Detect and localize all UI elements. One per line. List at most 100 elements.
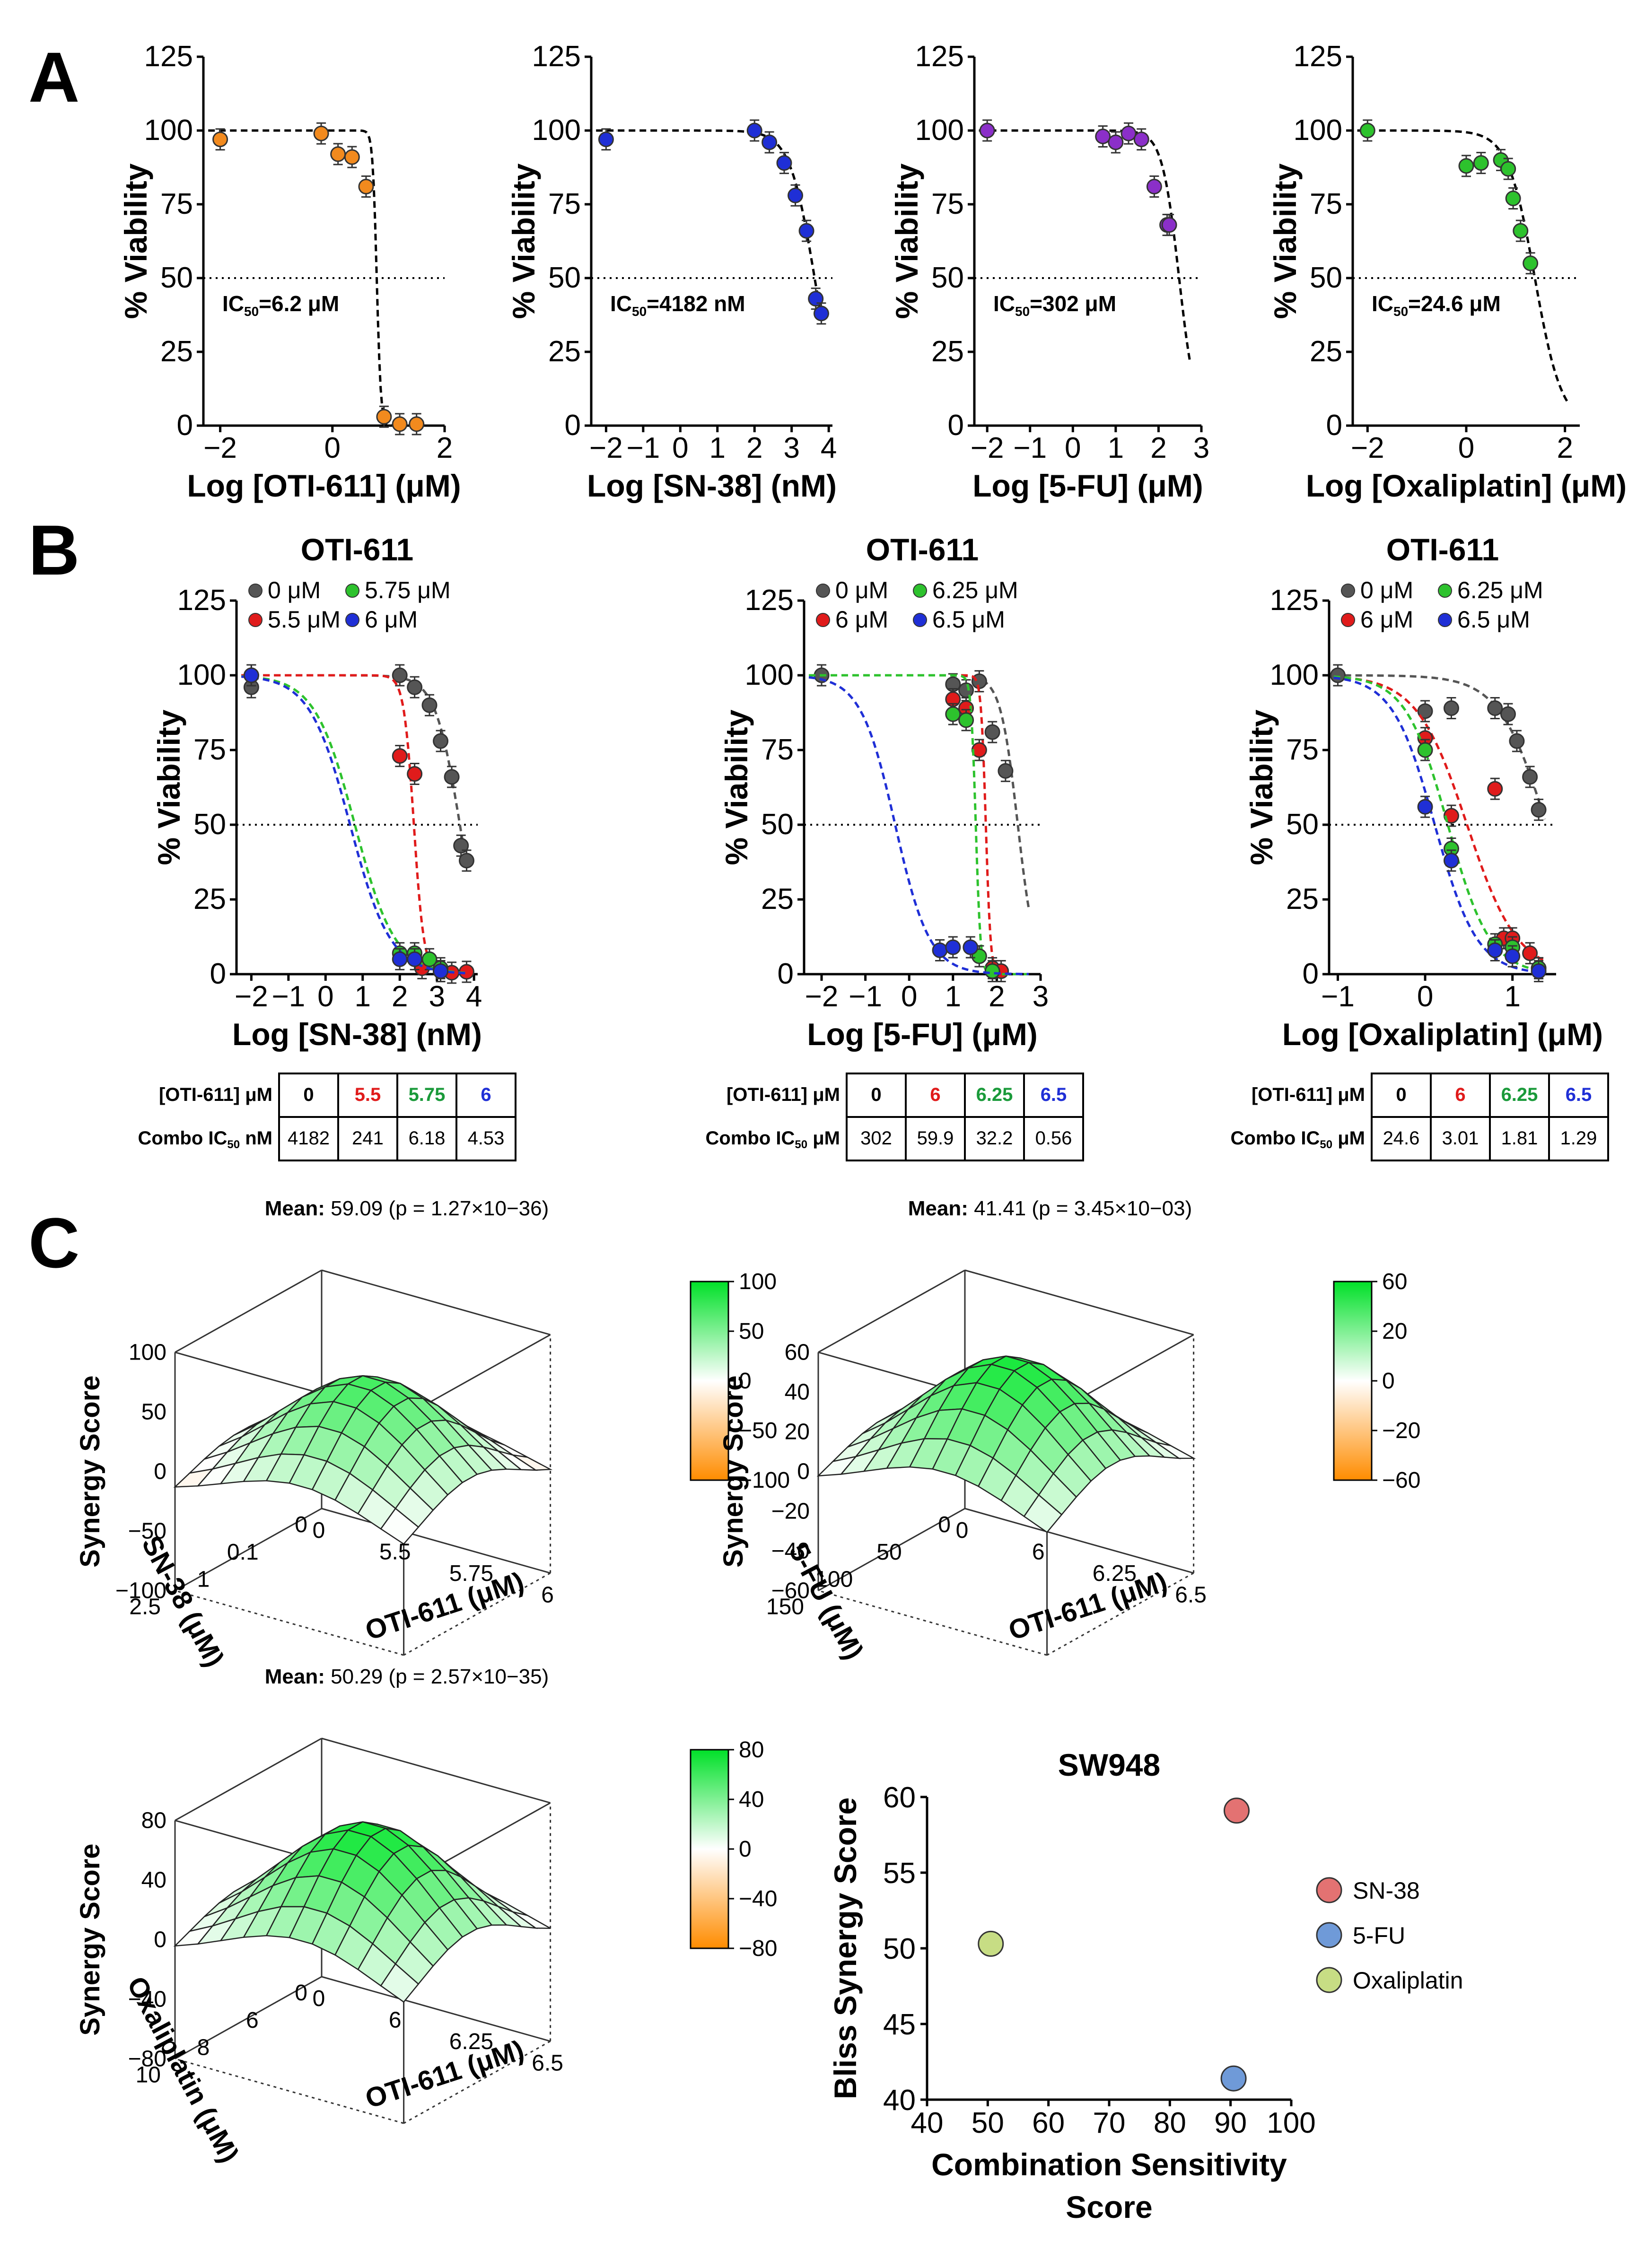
legend-label: 5-FU	[1353, 1922, 1405, 1949]
y-tick-label: 25	[931, 335, 964, 368]
box-bottom-edge	[321, 1508, 551, 1574]
data-point	[788, 187, 804, 203]
surface-cell	[380, 1508, 420, 1545]
y-tick-label: 75	[1310, 188, 1342, 220]
x-tick-label: −1	[626, 432, 660, 464]
x-axis-label: Log [Oxaliplatin] (μM)	[1306, 468, 1627, 503]
table-ic50-cell: 24.6	[1383, 1128, 1420, 1149]
table-ic50-cell: 59.9	[917, 1128, 954, 1149]
data-point	[1417, 703, 1433, 719]
data-point	[433, 963, 449, 979]
legend-marker	[1316, 1922, 1342, 1948]
y-tick-label: 0	[1303, 958, 1319, 990]
x-axis-label: Log [SN-38] (nM)	[587, 468, 837, 503]
box-top-edge	[321, 1737, 551, 1804]
scatter-point-oxaliplatin	[978, 1930, 1004, 1957]
x-axis-label: OTI-611 (μM)	[361, 1566, 527, 1646]
legend-label: 6.5 μM	[1457, 606, 1530, 633]
y-tick-label: 0	[177, 409, 193, 442]
data-point	[746, 122, 762, 139]
y-tick-label: 125	[177, 584, 226, 617]
fit-curve	[808, 676, 1029, 976]
x-tick-label: 6.5	[532, 2050, 563, 2076]
x-tick-label: 0	[313, 1986, 325, 2011]
colorbar-label: 50	[739, 1319, 764, 1344]
legend-label: 6.25 μM	[1457, 577, 1543, 603]
legend-label: Oxaliplatin	[1353, 1967, 1463, 1994]
mean-annotation: Mean: 50.29 (p = 2.57×10−35)	[265, 1665, 549, 1688]
data-point	[1443, 808, 1459, 824]
y-tick-label: 50	[761, 808, 794, 841]
x-tick-label: 0	[1458, 432, 1474, 464]
data-point	[392, 416, 408, 432]
table-ic50-cell: 4182	[288, 1128, 330, 1149]
panel-label-c: C	[28, 1203, 79, 1282]
data-point	[1531, 963, 1547, 979]
colorbar-label: 0	[1382, 1369, 1395, 1394]
colorbar	[690, 1281, 729, 1481]
x-axis-label: OTI-611 (μM)	[1005, 1566, 1171, 1646]
box-bottom-edge	[1046, 1572, 1194, 1656]
data-point	[813, 305, 829, 322]
legend-marker	[913, 613, 927, 627]
table-row-label: [OTI-611] μM	[727, 1084, 840, 1105]
y-tick-label: 10	[136, 2063, 161, 2088]
x-tick-label: 5.5	[379, 1539, 411, 1564]
data-point	[392, 667, 408, 683]
colorbar-label: 40	[739, 1787, 764, 1812]
data-point	[344, 149, 360, 165]
data-point	[598, 131, 614, 148]
data-point	[958, 682, 974, 698]
data-point	[376, 409, 392, 425]
table-ic50-cell: 32.2	[976, 1128, 1013, 1149]
y-tick-label: 100	[144, 114, 193, 147]
box-top-edge	[818, 1269, 965, 1353]
data-point	[945, 706, 961, 722]
data-point	[958, 712, 974, 728]
z-tick-label: 60	[785, 1340, 810, 1365]
x-tick-label: 100	[1267, 2107, 1315, 2139]
x-tick-label: −2	[589, 432, 623, 464]
data-point	[444, 769, 460, 785]
panel-label-a: A	[28, 37, 79, 117]
x-tick-label: 0	[901, 980, 917, 1013]
y-tick-label: 125	[745, 584, 794, 617]
ic50-annotation: IC50=6.2 μM	[222, 291, 339, 319]
synergy-surface-plot: Mean: 50.29 (p = 2.57×10−35)80400−40−80S…	[75, 1665, 777, 2168]
x-tick-label: 0	[324, 432, 341, 464]
table-dose-cell: 6.5	[1566, 1084, 1592, 1105]
dose-response-plot: 0 25 50 75 100 125 −2 0 2 Log [OTI-611] (μM) % Via…	[118, 40, 461, 503]
surface-cell	[1023, 1494, 1063, 1533]
panel-c-synergy-surfaces: Mean: 59.09 (p = 1.27×10−36)100500−50−10…	[75, 1197, 1420, 2168]
data-point	[407, 951, 423, 967]
y-tick-label: 25	[193, 883, 226, 916]
data-point	[358, 179, 374, 195]
y-axis-label: % Viability	[118, 163, 153, 319]
legend-label: SN-38	[1353, 1877, 1420, 1904]
data-point	[762, 134, 778, 150]
box-bottom-edge	[403, 2041, 551, 2124]
legend-marker	[248, 613, 263, 627]
x-tick-label: 70	[1093, 2107, 1126, 2139]
data-point	[932, 942, 948, 958]
z-tick-label: 0	[797, 1459, 810, 1484]
legend-marker	[1438, 613, 1452, 627]
x-axis-label: Log [Oxaliplatin] (μM)	[1282, 1017, 1603, 1052]
data-point	[1522, 945, 1538, 961]
data-point	[1359, 122, 1375, 139]
x-tick-label: 6	[1032, 1539, 1045, 1564]
x-axis-label: OTI-611 (μM)	[361, 2034, 527, 2114]
legend-label: 6.25 μM	[932, 577, 1018, 603]
legend-marker	[1316, 1877, 1342, 1903]
fit-curve	[1333, 675, 1545, 973]
table-ic50-cell: 6.18	[409, 1128, 446, 1149]
data-point	[1505, 948, 1521, 964]
table-ic50-cell: 241	[352, 1128, 384, 1149]
y-axis-label: % Viability	[506, 163, 541, 319]
colorbar-label: −80	[739, 1936, 777, 1961]
y-tick-label: 50	[548, 262, 581, 294]
y-tick-label: 0.1	[227, 1540, 259, 1565]
table-dose-cell: 0	[871, 1084, 881, 1105]
